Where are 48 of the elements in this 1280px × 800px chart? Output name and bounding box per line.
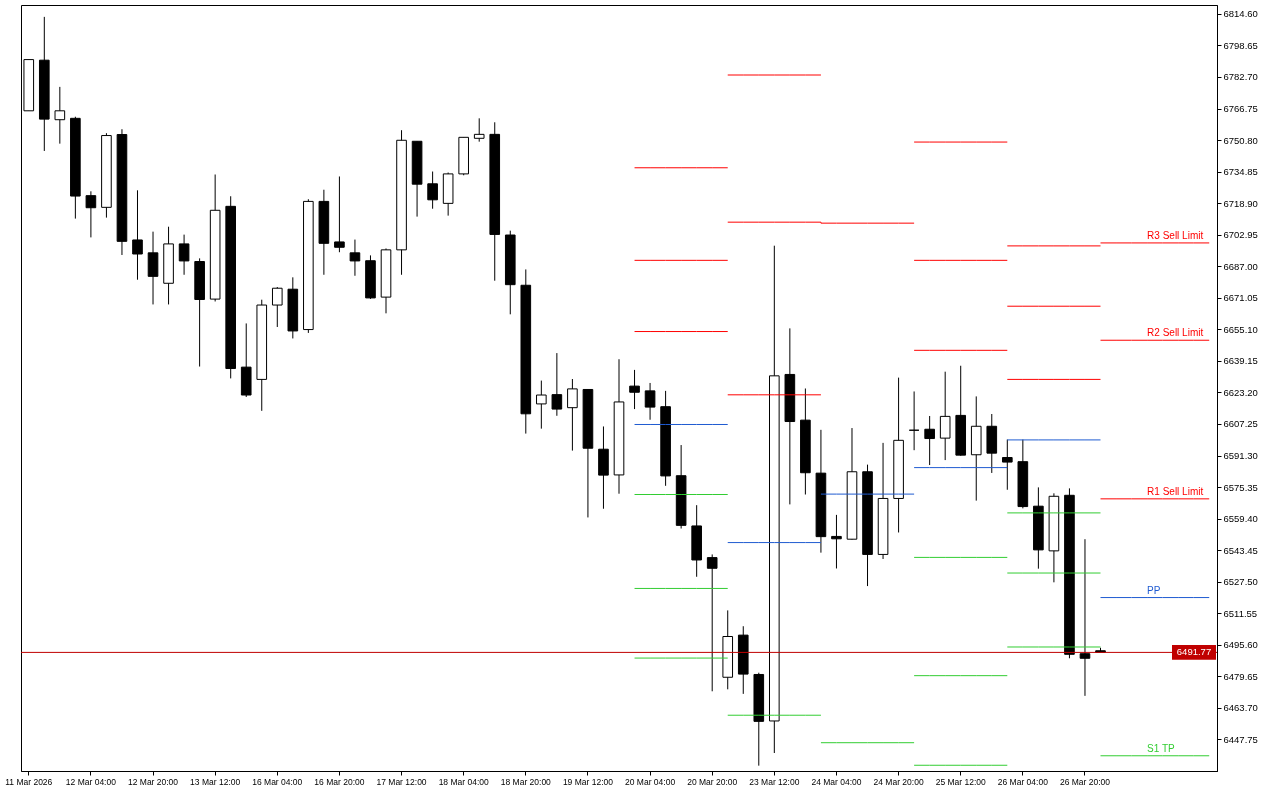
x-tick-label: 13 Mar 12:00: [190, 776, 241, 787]
y-tick-label: 6655.10: [1223, 323, 1258, 335]
x-tick-label: 16 Mar 04:00: [252, 776, 303, 787]
series-label: R1 Sell Limit: [1147, 485, 1204, 497]
y-tick-label: 6671.05: [1223, 292, 1258, 304]
x-tick-label: 20 Mar 04:00: [625, 776, 676, 787]
series-label: R2 Sell Limit: [1147, 327, 1204, 339]
y-tick-label: 6687.00: [1223, 260, 1258, 272]
x-tick-label: 23 Mar 12:00: [749, 776, 800, 787]
series-label: S1 TP: [1147, 742, 1176, 754]
x-tick-label: 16 Mar 20:00: [314, 776, 365, 787]
y-tick-label: 6623.20: [1223, 386, 1258, 398]
y-tick-label: 6479.65: [1223, 670, 1258, 682]
x-tick-label: 17 Mar 12:00: [376, 776, 427, 787]
y-tick-label: 6750.80: [1223, 134, 1258, 146]
x-tick-label: 19 Mar 12:00: [562, 776, 614, 787]
y-tick-label: 6607.25: [1223, 418, 1258, 430]
y-tick-label: 6495.60: [1223, 639, 1258, 651]
x-tick-label: 26 Mar 20:00: [1059, 776, 1111, 787]
ref-line-label: 6491.77: [1176, 646, 1212, 658]
series-label: R3 Sell Limit: [1147, 229, 1204, 241]
y-tick-label: 6511.55: [1223, 607, 1258, 619]
y-tick-label: 6814.60: [1223, 8, 1258, 20]
x-tick-label: 18 Mar 04:00: [438, 776, 489, 787]
y-tick-label: 6463.70: [1223, 702, 1258, 714]
y-tick-label: 6782.70: [1223, 71, 1258, 83]
x-tick-label: 26 Mar 04:00: [997, 776, 1049, 787]
y-tick-label: 6702.95: [1223, 229, 1258, 241]
x-tick-label: 20 Mar 20:00: [687, 776, 738, 787]
y-tick-label: 6591.30: [1223, 450, 1258, 462]
y-tick-label: 6559.40: [1223, 513, 1258, 525]
x-tick-label: 24 Mar 04:00: [811, 776, 862, 787]
x-tick-label: 18 Mar 20:00: [500, 776, 552, 787]
y-tick-label: 6734.85: [1223, 166, 1258, 178]
y-tick-label: 6798.65: [1223, 39, 1258, 51]
x-tick-label: 11 Mar 2026: [5, 776, 53, 787]
x-tick-label: 12 Mar 20:00: [127, 776, 179, 787]
y-tick-label: 6543.45: [1223, 544, 1258, 556]
x-tick-label: 25 Mar 12:00: [935, 776, 987, 787]
x-tick-label: 12 Mar 04:00: [65, 776, 117, 787]
y-tick-label: 6766.75: [1223, 103, 1258, 115]
y-tick-label: 6639.15: [1223, 355, 1258, 367]
x-tick-label: 24 Mar 20:00: [873, 776, 924, 787]
y-tick-label: 6575.35: [1223, 481, 1258, 493]
y-tick-label: 6527.50: [1223, 576, 1258, 588]
series-label: PP: [1147, 584, 1161, 596]
y-tick-label: 6447.75: [1223, 733, 1258, 745]
y-tick-label: 6718.90: [1223, 197, 1258, 209]
